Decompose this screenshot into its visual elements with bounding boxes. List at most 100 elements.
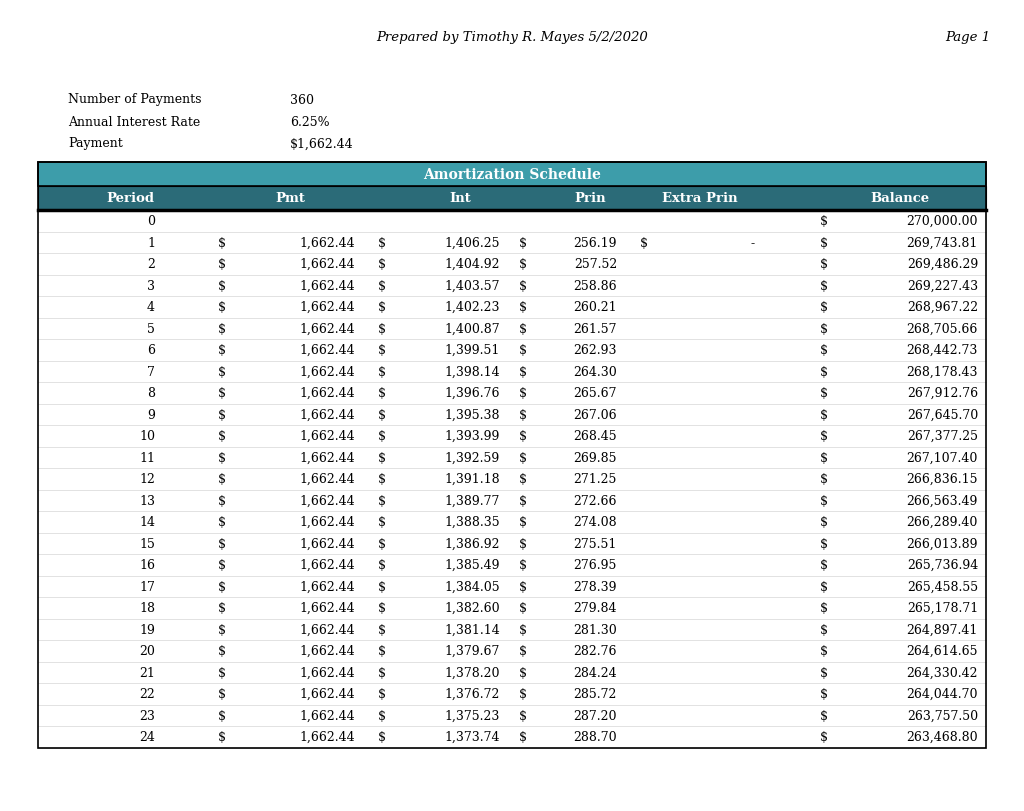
Text: 1,373.74: 1,373.74 — [444, 731, 500, 744]
Text: 263,757.50: 263,757.50 — [907, 709, 978, 722]
Text: $: $ — [378, 602, 386, 615]
Text: $: $ — [218, 451, 226, 464]
Text: 278.39: 278.39 — [573, 580, 617, 593]
Text: 269,227.43: 269,227.43 — [907, 280, 978, 293]
Text: $: $ — [519, 666, 527, 679]
Text: 266,289.40: 266,289.40 — [906, 516, 978, 529]
Text: 1,662.44: 1,662.44 — [299, 709, 355, 722]
Text: 1,378.20: 1,378.20 — [444, 666, 500, 679]
Text: $: $ — [519, 516, 527, 529]
Text: $: $ — [519, 494, 527, 507]
Text: $: $ — [820, 430, 828, 443]
Text: 1,662.44: 1,662.44 — [299, 451, 355, 464]
Text: 269.85: 269.85 — [573, 451, 617, 464]
Text: 262.93: 262.93 — [573, 344, 617, 357]
Text: 1,385.49: 1,385.49 — [444, 559, 500, 572]
Text: $: $ — [820, 258, 828, 271]
Text: 1,391.18: 1,391.18 — [444, 473, 500, 486]
Text: Amortization Schedule: Amortization Schedule — [423, 168, 601, 182]
Text: 264,330.42: 264,330.42 — [906, 666, 978, 679]
Text: 268,967.22: 268,967.22 — [907, 301, 978, 314]
Text: -: - — [751, 237, 755, 250]
Text: $: $ — [218, 559, 226, 572]
Text: 1,662.44: 1,662.44 — [299, 559, 355, 572]
Text: $: $ — [218, 623, 226, 636]
Text: $: $ — [820, 645, 828, 658]
Text: $: $ — [519, 430, 527, 443]
Text: 10: 10 — [139, 430, 155, 443]
Text: 23: 23 — [139, 709, 155, 722]
Text: 267,912.76: 267,912.76 — [907, 387, 978, 400]
Text: 1,662.44: 1,662.44 — [299, 408, 355, 421]
Text: $: $ — [218, 537, 226, 550]
Text: 1,662.44: 1,662.44 — [299, 430, 355, 443]
Text: $: $ — [218, 365, 226, 378]
Text: 276.95: 276.95 — [573, 559, 617, 572]
Text: $: $ — [820, 365, 828, 378]
Text: 1,395.38: 1,395.38 — [444, 408, 500, 421]
Text: $: $ — [218, 387, 226, 400]
Text: Page 1: Page 1 — [945, 32, 990, 45]
Text: $: $ — [378, 258, 386, 271]
Text: $: $ — [218, 344, 226, 357]
Text: $: $ — [820, 451, 828, 464]
Text: $: $ — [218, 473, 226, 486]
Text: 258.86: 258.86 — [573, 280, 617, 293]
Text: $: $ — [218, 688, 226, 701]
Text: 267,107.40: 267,107.40 — [906, 451, 978, 464]
Text: $: $ — [820, 559, 828, 572]
Text: $: $ — [820, 623, 828, 636]
Text: 360: 360 — [290, 93, 314, 106]
Text: 264.30: 264.30 — [573, 365, 617, 378]
Text: 20: 20 — [139, 645, 155, 658]
Text: 256.19: 256.19 — [573, 237, 617, 250]
Text: Prepared by Timothy R. Mayes 5/2/2020: Prepared by Timothy R. Mayes 5/2/2020 — [376, 32, 648, 45]
Text: 1,662.44: 1,662.44 — [299, 237, 355, 250]
Text: 1,379.67: 1,379.67 — [444, 645, 500, 658]
Text: 2: 2 — [147, 258, 155, 271]
Text: $: $ — [519, 602, 527, 615]
Text: $: $ — [519, 537, 527, 550]
Text: $: $ — [218, 709, 226, 722]
Text: $: $ — [378, 387, 386, 400]
Text: 11: 11 — [139, 451, 155, 464]
Text: 9: 9 — [147, 408, 155, 421]
Text: 281.30: 281.30 — [573, 623, 617, 636]
Text: 285.72: 285.72 — [573, 688, 617, 701]
Text: 265,736.94: 265,736.94 — [906, 559, 978, 572]
Text: 17: 17 — [139, 580, 155, 593]
Text: 275.51: 275.51 — [573, 537, 617, 550]
Text: 1,384.05: 1,384.05 — [444, 580, 500, 593]
Text: 1,662.44: 1,662.44 — [299, 623, 355, 636]
Text: $: $ — [820, 580, 828, 593]
Text: 1,662.44: 1,662.44 — [299, 645, 355, 658]
Text: 266,563.49: 266,563.49 — [906, 494, 978, 507]
Text: $: $ — [820, 666, 828, 679]
Text: 1,662.44: 1,662.44 — [299, 365, 355, 378]
Text: $: $ — [218, 430, 226, 443]
Text: Prin: Prin — [574, 192, 606, 205]
Text: 268,442.73: 268,442.73 — [906, 344, 978, 357]
Text: $: $ — [820, 731, 828, 744]
Text: $: $ — [378, 537, 386, 550]
Text: 1,406.25: 1,406.25 — [444, 237, 500, 250]
Text: $: $ — [820, 602, 828, 615]
Text: $: $ — [820, 237, 828, 250]
Text: $: $ — [378, 623, 386, 636]
Text: $: $ — [218, 408, 226, 421]
Text: 1,402.23: 1,402.23 — [444, 301, 500, 314]
Text: 1,403.57: 1,403.57 — [444, 280, 500, 293]
Text: 1,399.51: 1,399.51 — [444, 344, 500, 357]
Text: 270,000.00: 270,000.00 — [906, 215, 978, 228]
Text: $: $ — [820, 709, 828, 722]
Text: 1,662.44: 1,662.44 — [299, 387, 355, 400]
Text: 1,381.14: 1,381.14 — [444, 623, 500, 636]
Text: $: $ — [218, 666, 226, 679]
Text: 1,662.44: 1,662.44 — [299, 516, 355, 529]
Text: 1,400.87: 1,400.87 — [444, 322, 500, 335]
Text: $: $ — [820, 516, 828, 529]
Text: $: $ — [640, 237, 648, 250]
Text: 1,376.72: 1,376.72 — [444, 688, 500, 701]
Text: Annual Interest Rate: Annual Interest Rate — [68, 115, 201, 128]
Text: 1,404.92: 1,404.92 — [444, 258, 500, 271]
